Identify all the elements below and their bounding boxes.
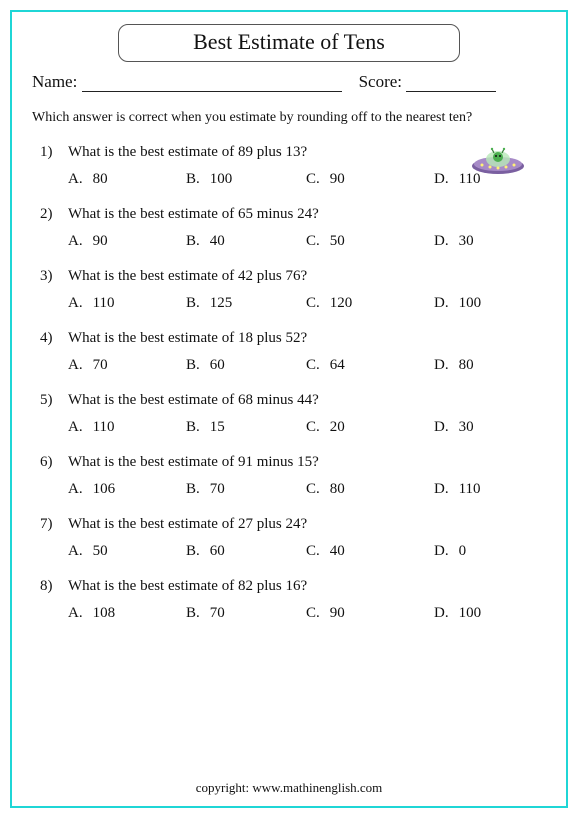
- choice-d[interactable]: D.80: [434, 357, 534, 374]
- choice-c[interactable]: C.90: [306, 171, 434, 188]
- choice-a[interactable]: A.110: [68, 419, 186, 436]
- question-item: 6) What is the best estimate of 91 minus…: [40, 454, 548, 498]
- question-text: What is the best estimate of 18 plus 52?: [68, 330, 548, 347]
- choice-a[interactable]: A.50: [68, 543, 186, 560]
- choice-c[interactable]: C.50: [306, 233, 434, 250]
- question-item: 5) What is the best estimate of 68 minus…: [40, 392, 548, 436]
- choice-d[interactable]: D.100: [434, 605, 534, 622]
- choice-b[interactable]: B.100: [186, 171, 306, 188]
- question-number: 4): [40, 330, 68, 347]
- choice-c[interactable]: C.80: [306, 481, 434, 498]
- choice-c[interactable]: C.20: [306, 419, 434, 436]
- choice-a[interactable]: A.70: [68, 357, 186, 374]
- question-list: 1) What is the best estimate of 89 plus …: [30, 144, 548, 622]
- choice-b[interactable]: B.70: [186, 481, 306, 498]
- choice-d[interactable]: D.30: [434, 233, 534, 250]
- copyright-text: copyright: www.mathinenglish.com: [12, 780, 566, 796]
- choice-b[interactable]: B.40: [186, 233, 306, 250]
- choice-c[interactable]: C.40: [306, 543, 434, 560]
- choice-b[interactable]: B.60: [186, 357, 306, 374]
- choice-row: A.90 B.40 C.50 D.30: [40, 233, 548, 250]
- question-item: 3) What is the best estimate of 42 plus …: [40, 268, 548, 312]
- choice-row: A.110 B.125 C.120 D.100: [40, 295, 548, 312]
- choice-row: A.108 B.70 C.90 D.100: [40, 605, 548, 622]
- choice-a[interactable]: A.80: [68, 171, 186, 188]
- worksheet-page: Best Estimate of Tens Name: Score: Which…: [10, 10, 568, 808]
- name-label: Name:: [32, 72, 77, 91]
- worksheet-title: Best Estimate of Tens: [118, 24, 460, 62]
- score-blank[interactable]: [406, 72, 496, 92]
- question-number: 6): [40, 454, 68, 471]
- instructions-text: Which answer is correct when you estimat…: [30, 110, 548, 126]
- question-item: 7) What is the best estimate of 27 plus …: [40, 516, 548, 560]
- question-number: 8): [40, 578, 68, 595]
- question-item: 2) What is the best estimate of 65 minus…: [40, 206, 548, 250]
- choice-b[interactable]: B.60: [186, 543, 306, 560]
- question-text: What is the best estimate of 82 plus 16?: [68, 578, 548, 595]
- question-number: 2): [40, 206, 68, 223]
- question-item: 8) What is the best estimate of 82 plus …: [40, 578, 548, 622]
- choice-d[interactable]: D.0: [434, 543, 534, 560]
- choice-a[interactable]: A.110: [68, 295, 186, 312]
- question-number: 7): [40, 516, 68, 533]
- choice-c[interactable]: C.90: [306, 605, 434, 622]
- choice-row: A.106 B.70 C.80 D.110: [40, 481, 548, 498]
- question-text: What is the best estimate of 91 minus 15…: [68, 454, 548, 471]
- choice-d[interactable]: D.100: [434, 295, 534, 312]
- choice-b[interactable]: B.15: [186, 419, 306, 436]
- question-text: What is the best estimate of 65 minus 24…: [68, 206, 548, 223]
- choice-c[interactable]: C.120: [306, 295, 434, 312]
- name-score-row: Name: Score:: [30, 72, 548, 92]
- score-label: Score:: [359, 72, 402, 91]
- choice-b[interactable]: B.125: [186, 295, 306, 312]
- choice-a[interactable]: A.106: [68, 481, 186, 498]
- choice-d[interactable]: D.110: [434, 481, 534, 498]
- choice-b[interactable]: B.70: [186, 605, 306, 622]
- choice-d[interactable]: D.30: [434, 419, 534, 436]
- choice-row: A.70 B.60 C.64 D.80: [40, 357, 548, 374]
- question-text: What is the best estimate of 42 plus 76?: [68, 268, 548, 285]
- name-blank[interactable]: [82, 72, 342, 92]
- choice-a[interactable]: A.108: [68, 605, 186, 622]
- ufo-icon: [470, 144, 526, 178]
- question-number: 3): [40, 268, 68, 285]
- question-number: 1): [40, 144, 68, 161]
- question-text: What is the best estimate of 68 minus 44…: [68, 392, 548, 409]
- question-text: What is the best estimate of 27 plus 24?: [68, 516, 548, 533]
- choice-row: A.50 B.60 C.40 D.0: [40, 543, 548, 560]
- choice-a[interactable]: A.90: [68, 233, 186, 250]
- question-number: 5): [40, 392, 68, 409]
- choice-row: A.110 B.15 C.20 D.30: [40, 419, 548, 436]
- question-item: 4) What is the best estimate of 18 plus …: [40, 330, 548, 374]
- choice-c[interactable]: C.64: [306, 357, 434, 374]
